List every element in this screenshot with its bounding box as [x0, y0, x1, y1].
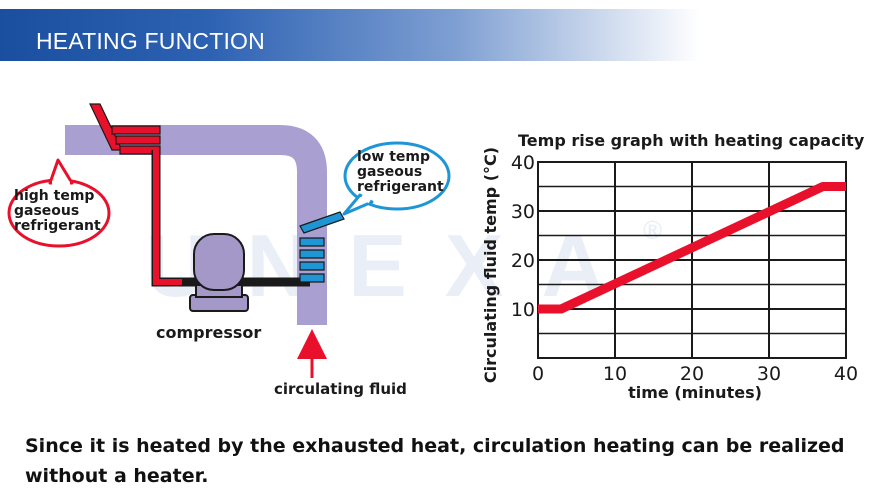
page-title: HEATING FUNCTION [36, 28, 265, 54]
y-tick-label: 40 [511, 152, 535, 174]
y-tick-label: 20 [511, 250, 535, 272]
high-temp-label: high temp gaseous refrigerant [14, 189, 101, 234]
high-temp-line-1: high temp [14, 188, 95, 204]
low-temp-label: low temp gaseous refrigerant [357, 150, 444, 195]
fluid-label: circulating fluid [274, 380, 407, 398]
high-temp-line-3: refrigerant [14, 218, 101, 234]
low-temp-line-3: refrigerant [357, 179, 444, 195]
x-tick-label: 10 [603, 363, 627, 385]
chart-ticks: 0 10 20 30 40 10 20 30 40 [511, 152, 858, 385]
high-temp-line-2: gaseous [14, 203, 80, 219]
fluid-pipe [65, 125, 327, 325]
x-axis-label: time (minutes) [628, 383, 762, 402]
y-tick-label: 10 [511, 299, 535, 321]
high-temp-callout [7, 158, 111, 248]
chart-series [538, 182, 846, 314]
cold-coil [299, 211, 345, 283]
low-temp-line-1: low temp [357, 149, 431, 165]
series-line [538, 182, 846, 314]
chart-grid [537, 161, 847, 359]
footer-description: Since it is heated by the exhausted heat… [25, 435, 845, 487]
header-banner: HEATING FUNCTION [0, 9, 700, 61]
compressor-icon [189, 233, 249, 312]
hot-coil [89, 103, 161, 155]
y-tick-label: 30 [511, 201, 535, 223]
y-axis-label: Circulating fluid temp (°C) [481, 147, 500, 383]
x-tick-label: 30 [757, 363, 781, 385]
compressor-label: compressor [156, 323, 261, 342]
x-tick-label: 40 [834, 363, 858, 385]
chart-title: Temp rise graph with heating capacity [518, 131, 865, 150]
registered-mark: ® [643, 215, 663, 245]
x-tick-label: 0 [532, 363, 544, 385]
low-temp-callout [342, 141, 451, 216]
x-tick-label: 20 [680, 363, 704, 385]
low-temp-line-2: gaseous [357, 164, 423, 180]
